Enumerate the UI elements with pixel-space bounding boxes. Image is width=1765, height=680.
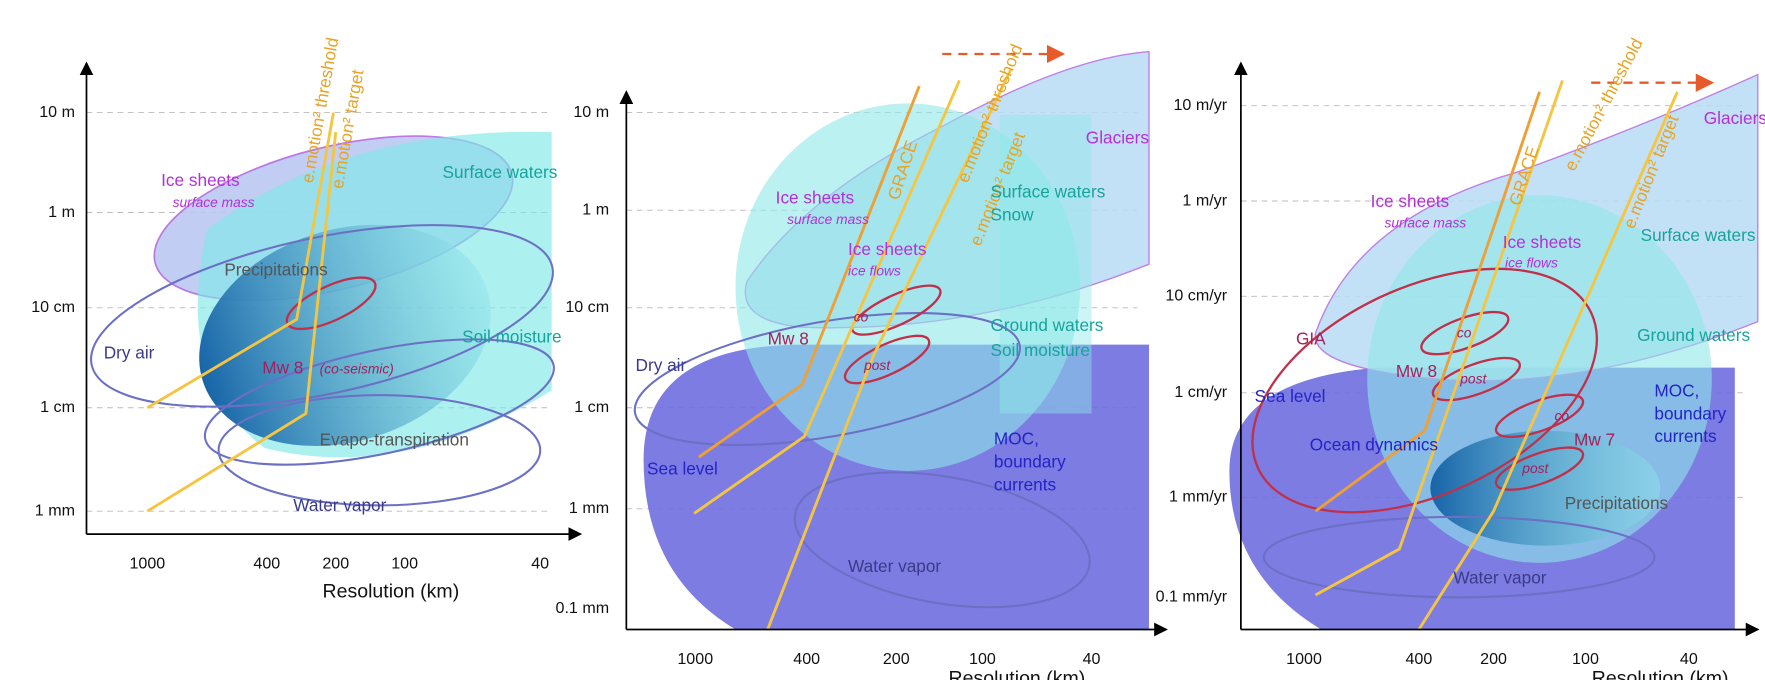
label: Surface waters — [990, 182, 1105, 202]
x-tick: 40 — [531, 555, 549, 573]
x-tick: 40 — [1680, 650, 1698, 668]
y-tick: 1 m — [582, 200, 609, 218]
label: post — [1459, 372, 1487, 387]
x-tick: 100 — [391, 555, 418, 573]
x-tick: 100 — [1572, 650, 1599, 668]
label: Precipitations — [1565, 493, 1668, 513]
x-tick: 400 — [253, 555, 280, 573]
y-tick: 10 m — [573, 103, 609, 121]
label: Snow — [990, 205, 1034, 225]
y-tick: 10 cm — [565, 298, 609, 316]
x-tick: 1000 — [129, 555, 165, 573]
label: Dry air — [636, 355, 687, 375]
label: Water vapor — [848, 556, 941, 576]
panel-3: 10 m/yr 1 m/yr 10 cm/yr 1 cm/yr 1 mm/yr … — [1156, 35, 1765, 680]
label: Ice sheets — [1503, 232, 1582, 252]
panel-2: 10 m 1 m 10 cm 1 cm 1 mm 0.1 mm 1000 400… — [556, 41, 1167, 680]
y-tick: 0.1 mm/yr — [1156, 588, 1228, 606]
label: boundary — [1654, 403, 1726, 423]
label: Soil moisture — [990, 340, 1090, 360]
label: Sea level — [1255, 386, 1326, 406]
x-tick: 400 — [1406, 650, 1433, 668]
label: Ice sheets — [161, 170, 240, 190]
label: currents — [994, 474, 1056, 494]
x-label: Resolution (km) — [949, 668, 1086, 680]
label: surface mass — [173, 195, 255, 210]
y-tick: 1 m — [48, 203, 75, 221]
x-tick: 1000 — [677, 650, 713, 668]
y-tick: 1 mm — [569, 499, 609, 517]
region — [1430, 431, 1660, 546]
y-tick: 10 m/yr — [1173, 96, 1227, 114]
label: co — [854, 310, 869, 325]
x-tick: 1000 — [1286, 650, 1322, 668]
diagram: 10 m 1 m 10 cm 1 cm 1 mm 1000 400 200 10… — [0, 0, 1765, 680]
label: Precipitations — [224, 260, 327, 280]
label: Ocean dynamics — [1310, 434, 1438, 454]
label: Water vapor — [293, 495, 386, 515]
label: Glaciers — [1086, 128, 1149, 148]
label: co — [1457, 326, 1472, 341]
label: Glaciers — [1704, 108, 1765, 128]
x-tick: 200 — [1480, 650, 1507, 668]
label: (co-seismic) — [320, 361, 394, 376]
label: Surface waters — [443, 162, 558, 182]
y-tick: 0.1 mm — [556, 599, 610, 617]
label: post — [1521, 461, 1549, 476]
label: Evapo-transpiration — [320, 430, 469, 450]
label: ice flows — [848, 264, 901, 279]
label: Ice sheets — [1371, 191, 1450, 211]
label: co — [1554, 408, 1569, 423]
label: Mw 7 — [1574, 430, 1615, 450]
label: Mw 8 — [768, 329, 809, 349]
label: Soil moisture — [462, 326, 562, 346]
label: surface mass — [787, 212, 869, 227]
label: post — [863, 358, 891, 373]
label: Ground waters — [1637, 325, 1750, 345]
y-tick: 1 mm — [35, 501, 75, 519]
y-tick: 1 cm/yr — [1174, 383, 1227, 401]
label: currents — [1654, 426, 1716, 446]
panel-1: 10 m 1 m 10 cm 1 cm 1 mm 1000 400 200 10… — [31, 36, 580, 602]
label: Mw 8 — [1396, 361, 1437, 381]
label: boundary — [994, 452, 1066, 472]
x-tick: 40 — [1083, 650, 1101, 668]
y-tick: 10 m — [39, 103, 75, 121]
label: surface mass — [1384, 215, 1466, 230]
label: Ground waters — [990, 315, 1103, 335]
label: ice flows — [1505, 256, 1558, 271]
y-tick: 10 cm/yr — [1165, 287, 1227, 305]
label: GIA — [1296, 329, 1326, 349]
label: Sea level — [647, 458, 718, 478]
y-tick: 10 cm — [31, 298, 75, 316]
label: Mw 8 — [262, 357, 303, 377]
label: Dry air — [104, 342, 155, 362]
x-tick: 400 — [793, 650, 820, 668]
label: Surface waters — [1641, 225, 1756, 245]
label: Ice sheets — [776, 187, 855, 207]
x-label: Resolution (km) — [323, 580, 460, 602]
x-tick: 100 — [969, 650, 996, 668]
y-tick: 1 cm — [40, 398, 75, 416]
y-tick: 1 m/yr — [1182, 191, 1227, 209]
x-tick: 200 — [322, 555, 349, 573]
y-tick: 1 cm — [574, 398, 609, 416]
label: Water vapor — [1453, 568, 1546, 588]
y-tick: 1 mm/yr — [1169, 488, 1228, 506]
x-tick: 200 — [883, 650, 910, 668]
label: Ice sheets — [848, 239, 927, 259]
x-label: Resolution (km) — [1592, 668, 1729, 680]
label: MOC, — [1654, 380, 1699, 400]
label: MOC, — [994, 429, 1039, 449]
